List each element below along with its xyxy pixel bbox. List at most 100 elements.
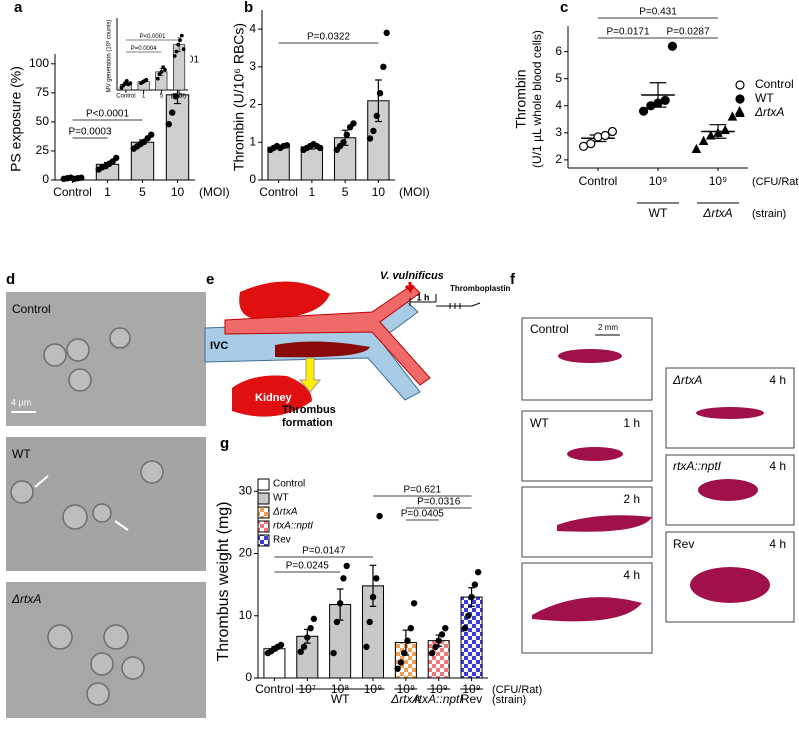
label: V. vulnificus bbox=[380, 270, 444, 282]
x-unit: (MOI) bbox=[171, 94, 186, 100]
micrograph-label: WT bbox=[12, 447, 31, 461]
data-point bbox=[471, 581, 479, 588]
y-tick-label: 0 bbox=[245, 670, 252, 684]
data-point bbox=[124, 79, 129, 83]
x-tick-label: 1 bbox=[142, 94, 146, 100]
data-point bbox=[735, 80, 745, 90]
photo-label: 2 h bbox=[623, 492, 640, 506]
cells bbox=[10, 327, 164, 706]
x-tick-label: 10 bbox=[372, 185, 386, 199]
data-point bbox=[373, 575, 380, 582]
legend-swatch bbox=[257, 492, 270, 505]
data-point bbox=[310, 615, 318, 623]
data-point bbox=[376, 512, 383, 520]
group-label: rtxA::nptI bbox=[415, 692, 464, 706]
data-point bbox=[277, 641, 285, 649]
annotation: P=0.0147 bbox=[302, 546, 346, 557]
y-tick-label: 2 bbox=[249, 97, 256, 111]
x-tick-label: 1 bbox=[309, 185, 316, 199]
x-unit: (CFU/Rat) bbox=[752, 176, 799, 188]
data-point bbox=[169, 109, 176, 116]
scale-label: 4 µm bbox=[11, 397, 31, 407]
data-point bbox=[159, 69, 164, 74]
photo-label: 4 h bbox=[769, 459, 786, 473]
x-tick-label: 10 bbox=[176, 94, 183, 100]
photo-label: Control bbox=[530, 322, 569, 336]
x-tick-label: 5 bbox=[139, 185, 146, 199]
x-unit: (CFU/Rat) bbox=[492, 684, 542, 696]
label: Thromboplastin bbox=[450, 284, 511, 293]
y-tick-label: 4 bbox=[249, 21, 256, 35]
kidney bbox=[232, 375, 312, 417]
data-point bbox=[343, 131, 350, 138]
data-point bbox=[586, 139, 596, 149]
panel-label: f bbox=[510, 271, 516, 288]
x-tick-label: Control bbox=[116, 94, 135, 100]
data-point bbox=[316, 144, 324, 152]
data-point bbox=[593, 132, 603, 142]
data-point bbox=[474, 568, 482, 576]
y-tick-label: 50 bbox=[36, 114, 50, 128]
panel-label: g bbox=[220, 435, 229, 452]
y-axis-label: Thrombin bbox=[513, 69, 529, 128]
data-point bbox=[638, 106, 649, 116]
photo-label: ΔrtxA bbox=[672, 373, 702, 387]
data-point bbox=[343, 562, 350, 570]
data-point bbox=[691, 143, 702, 154]
data-point bbox=[350, 120, 357, 127]
micrographs: Control WT ΔrtxA 4 µm bbox=[6, 292, 206, 718]
arrow bbox=[298, 357, 322, 393]
annotation: P=0.0245 bbox=[286, 561, 330, 572]
data-point bbox=[607, 126, 618, 137]
x-tick-label: 5 bbox=[160, 94, 164, 100]
data-point bbox=[144, 77, 149, 82]
micrograph bbox=[6, 437, 206, 571]
data-point bbox=[380, 63, 387, 71]
data-point bbox=[376, 90, 384, 97]
y-tick-label: 10 bbox=[239, 608, 253, 622]
y-tick-label: 25 bbox=[36, 143, 50, 157]
data-point bbox=[304, 634, 311, 641]
photos bbox=[521, 317, 795, 654]
micrograph-label: Control bbox=[12, 302, 51, 316]
y-tick-label: 3 bbox=[555, 125, 562, 139]
annotation: P=0.621 bbox=[404, 485, 442, 496]
group-label: ΔrtxA bbox=[702, 206, 732, 220]
annotation: P<0.0001 bbox=[140, 34, 167, 40]
photo-label: 4 h bbox=[623, 568, 640, 582]
y-axis-label: MV generation (10³ counts) bbox=[107, 20, 113, 93]
data-point bbox=[165, 121, 172, 128]
panel-label: b bbox=[244, 0, 253, 16]
data-point bbox=[383, 29, 390, 37]
data-point bbox=[735, 107, 745, 117]
x-tick-label: 10⁹ bbox=[649, 174, 668, 188]
scale-label: 2 mm bbox=[598, 323, 618, 332]
y-tick-label: 30 bbox=[239, 483, 253, 497]
data-point bbox=[172, 93, 179, 100]
x-tick-label: 10⁹ bbox=[709, 174, 728, 188]
data-point bbox=[698, 135, 709, 145]
y-tick-label: 4 bbox=[555, 98, 562, 112]
legend-swatch bbox=[257, 534, 270, 547]
data-point bbox=[163, 67, 167, 72]
group-label: Rev bbox=[461, 692, 482, 706]
annotation: P=0.0316 bbox=[417, 497, 461, 508]
data-point bbox=[297, 648, 304, 656]
data-point bbox=[155, 76, 160, 81]
data-point bbox=[333, 618, 341, 626]
injection-arrow bbox=[404, 282, 416, 294]
artery bbox=[224, 284, 431, 386]
data-point bbox=[340, 575, 347, 582]
legend-label: Rev bbox=[273, 535, 291, 546]
photo-box bbox=[665, 531, 795, 623]
label: IVC bbox=[210, 340, 228, 352]
y-tick-label: 1 bbox=[249, 134, 256, 148]
data-point bbox=[713, 127, 723, 137]
y-axis-label: Thrombin (U/10⁶ RBCs) bbox=[231, 23, 247, 171]
y-axis-label: PS exposure (%) bbox=[8, 66, 24, 172]
data-point bbox=[373, 112, 380, 120]
group-unit: (strain) bbox=[492, 694, 526, 706]
annotation: P<0.0001 bbox=[86, 109, 130, 120]
x-tick-label: Control bbox=[255, 682, 294, 696]
